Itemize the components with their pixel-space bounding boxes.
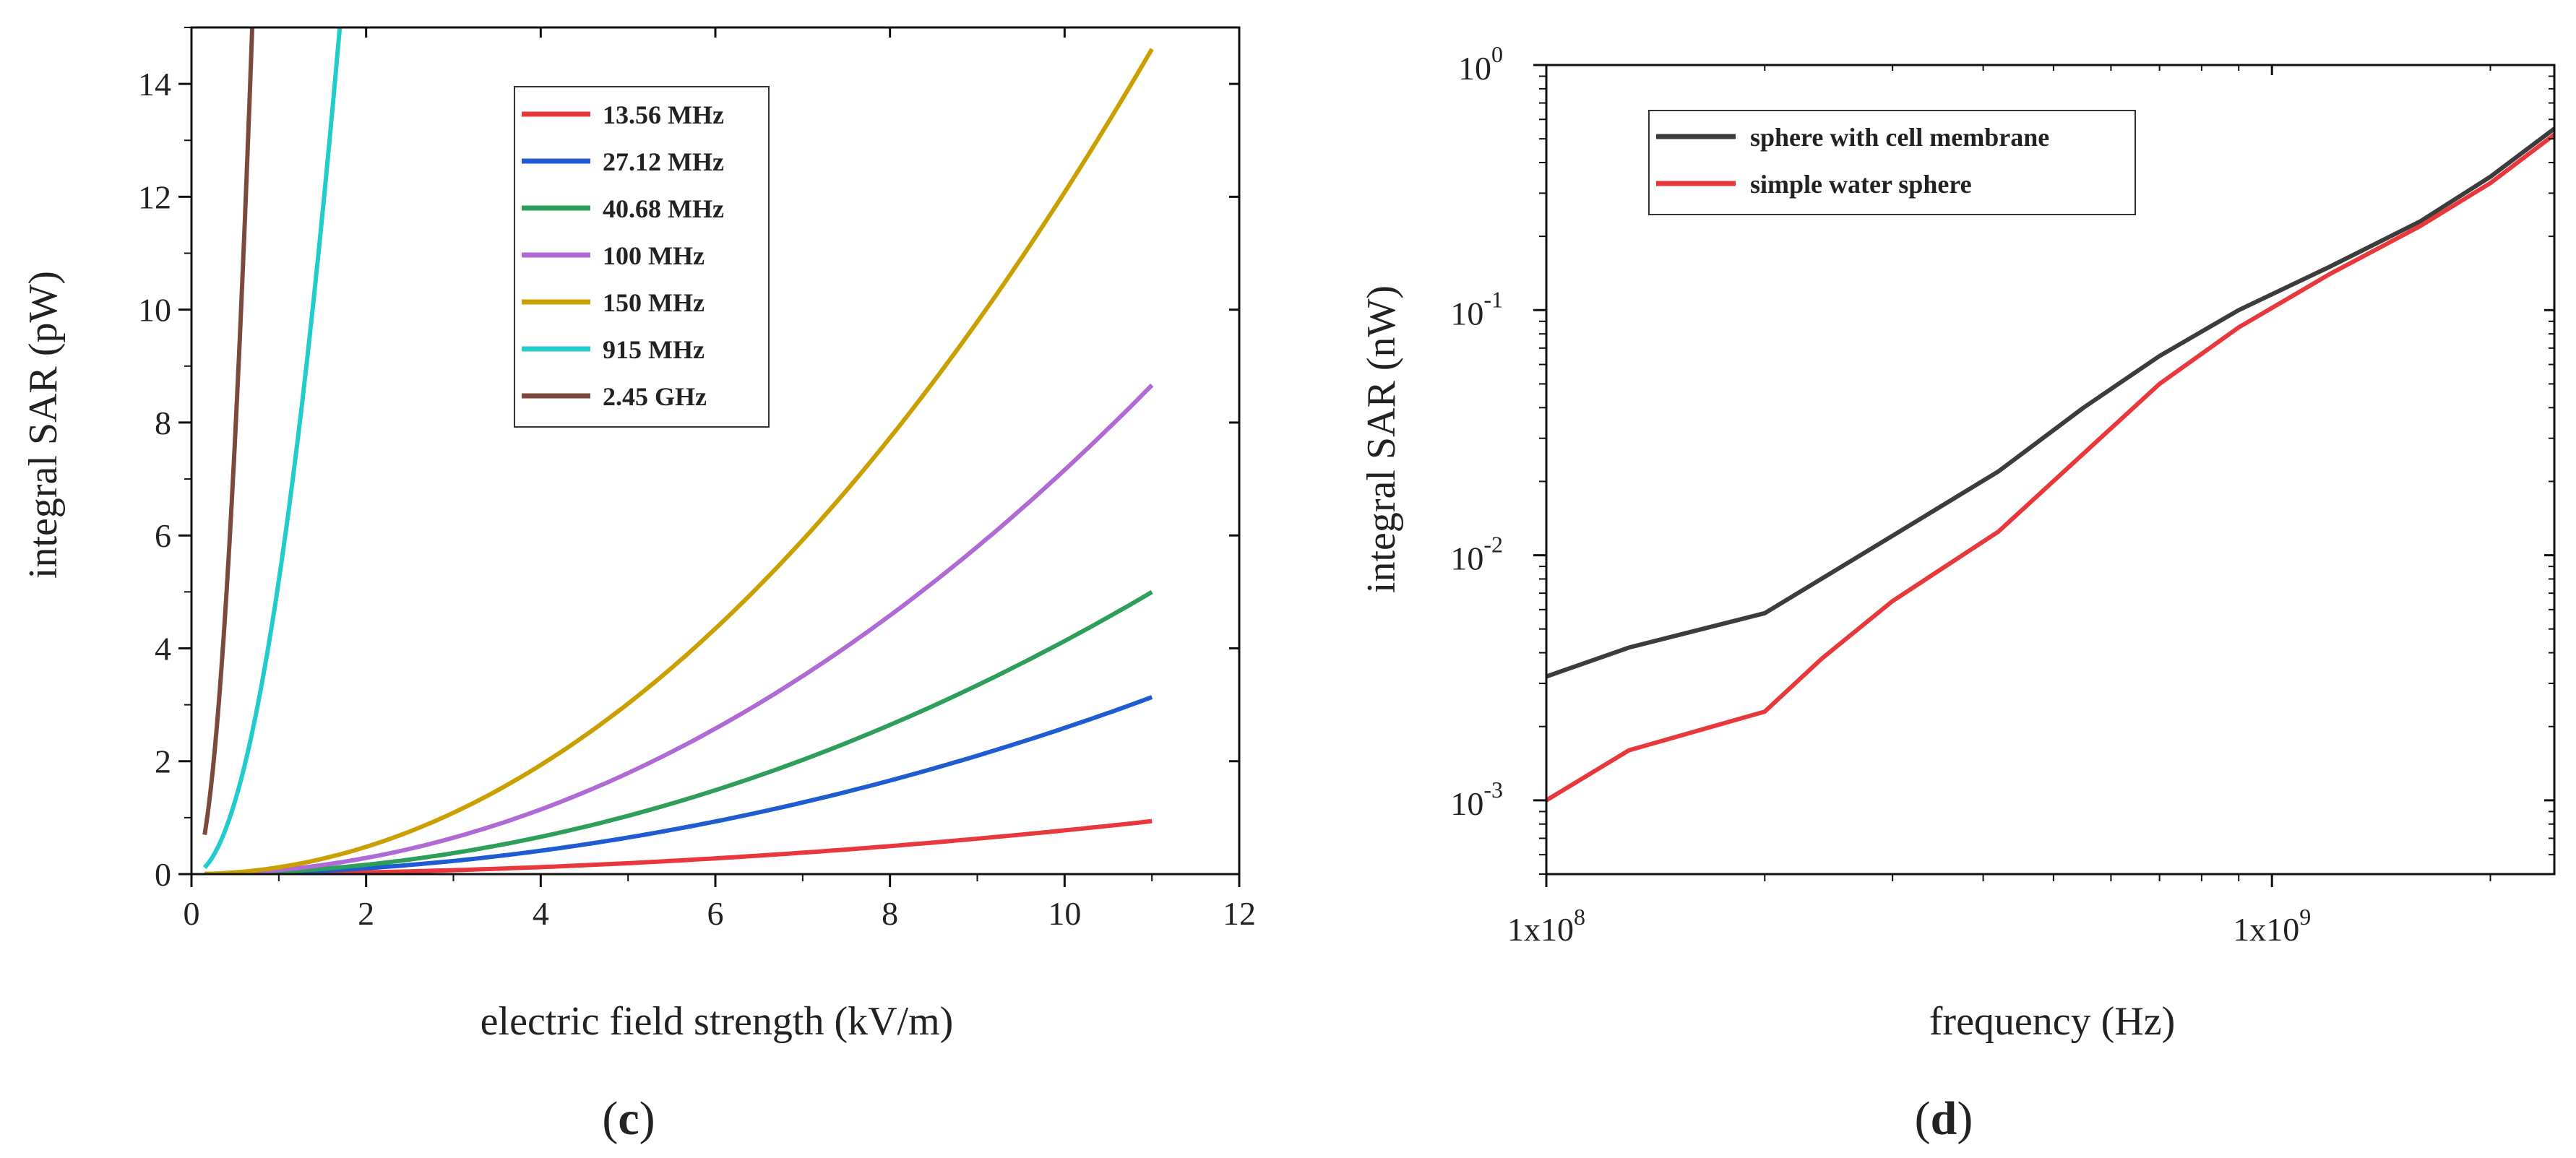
c-y-tick-label: 6	[155, 517, 171, 554]
c-x-tick-label: 8	[882, 895, 898, 932]
c-series-line-13-56-mhz	[204, 818, 1153, 874]
c-series-line-915-mhz	[202, 27, 343, 869]
c-legend-label: 40.68 MHz	[603, 194, 724, 223]
d-y-tick-exp: -3	[1483, 777, 1503, 803]
d-x-tick-label: 1x108	[1507, 904, 1585, 948]
c-legend-label: 2.45 GHz	[603, 382, 707, 411]
d-panel-label: (d)	[1915, 1092, 1973, 1145]
d-y-tick-exp: 0	[1491, 41, 1503, 67]
d-plot-area	[1546, 126, 2554, 803]
c-y-tick-label: 10	[138, 292, 171, 329]
c-y-axis-label: integral SAR (pW)	[21, 271, 66, 579]
c-x-axis-label: electric field strength (kV/m)	[481, 999, 954, 1044]
c-x-tick-label: 2	[358, 895, 374, 932]
c-ticks: 0 2 4 6 8 10 12 0 2 4 6 8 10 12 14	[138, 27, 1256, 932]
chart-c: 0 2 4 6 8 10 12 0 2 4 6 8 10 12 14 electric field stre…	[21, 26, 1256, 1145]
c-plot-area	[202, 27, 1154, 874]
c-series-line-2-45-ghz	[202, 27, 255, 836]
d-x-tick-base: 1x10	[1507, 911, 1574, 948]
c-legend-label: 13.56 MHz	[603, 100, 724, 129]
d-y-tick-label: 10-1	[1450, 286, 1503, 332]
c-panel-label: (c)	[602, 1092, 655, 1145]
d-y-tick-label: 10-2	[1450, 532, 1503, 577]
d-y-tick-exp: -1	[1483, 286, 1503, 312]
d-x-tick-base: 1x10	[2233, 911, 2299, 948]
c-x-tick-label: 4	[533, 895, 549, 932]
c-x-tick-label: 12	[1223, 895, 1256, 932]
c-x-tick-label: 10	[1048, 895, 1081, 932]
d-series-line-simple-water-sphere	[1546, 133, 2554, 803]
c-legend-label: 27.12 MHz	[603, 147, 724, 176]
d-x-tick-exp: 8	[1574, 904, 1585, 930]
d-panel-letter: d	[1931, 1092, 1957, 1145]
d-legend: sphere with cell membrane simple water sp…	[1648, 110, 2136, 215]
d-y-tick-base: 10	[1450, 540, 1483, 577]
c-series-line-40-68-mhz	[204, 589, 1153, 874]
d-y-tick-label: 10-3	[1450, 777, 1503, 822]
c-legend-label: 100 MHz	[603, 241, 705, 270]
d-y-tick-exp: -2	[1483, 532, 1503, 558]
c-series-line-27-12-mhz	[204, 695, 1153, 874]
c-x-tick-label: 0	[184, 895, 200, 932]
c-panel-letter: c	[618, 1092, 639, 1145]
c-legend-label: 150 MHz	[603, 288, 705, 317]
d-series-line-sphere-with-cell-membrane	[1546, 126, 2554, 679]
d-x-tick-label: 1x109	[2233, 904, 2311, 948]
d-legend-label: sphere with cell membrane	[1750, 123, 2049, 152]
c-y-tick-label: 8	[155, 405, 171, 441]
c-y-tick-label: 14	[138, 66, 171, 103]
d-legend-label: simple water sphere	[1750, 170, 1972, 199]
c-y-tick-label: 4	[155, 630, 171, 667]
c-y-tick-label: 2	[155, 743, 171, 780]
c-x-tick-label: 6	[707, 895, 724, 932]
c-legend-label: 915 MHz	[603, 335, 705, 364]
d-y-tick-base: 10	[1450, 295, 1483, 332]
d-y-tick-base: 10	[1458, 50, 1491, 87]
d-y-tick-base: 10	[1450, 785, 1483, 822]
d-y-tick-label: 100	[1458, 41, 1503, 87]
c-y-tick-label: 12	[138, 178, 171, 215]
c-legend: 13.56 MHz 27.12 MHz 40.68 MHz 100 MHz 150 MH…	[514, 86, 770, 428]
c-series-line-150-mhz	[204, 48, 1154, 874]
d-y-axis-label: integral SAR (nW)	[1359, 285, 1404, 593]
d-axes-frame	[1545, 64, 2556, 876]
c-y-tick-label: 0	[155, 856, 171, 893]
d-x-axis-label: frequency (Hz)	[1929, 999, 2175, 1044]
d-x-tick-exp: 9	[2299, 904, 2311, 930]
c-series-line-100-mhz	[204, 383, 1154, 874]
d-legend-box	[1648, 110, 2136, 215]
